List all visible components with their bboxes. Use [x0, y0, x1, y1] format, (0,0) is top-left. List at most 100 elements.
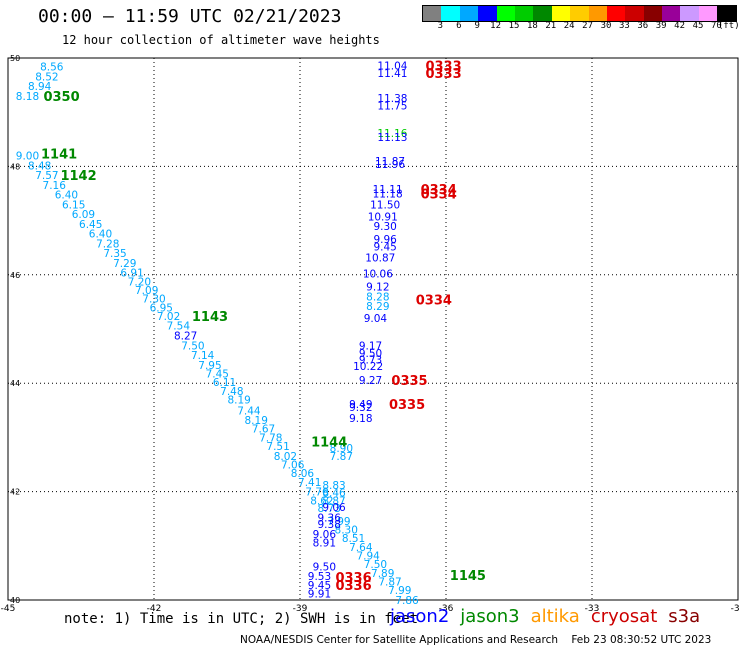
wave-height-label: 9.45 — [373, 242, 396, 254]
wave-height-label: 9.06 — [313, 529, 337, 541]
wave-height-label: 8.90 — [330, 443, 353, 455]
wave-height-label: 8.30 — [335, 525, 358, 537]
wave-height-label: 8.28 — [366, 291, 389, 303]
wave-height-label: 9.17 — [359, 340, 382, 352]
wave-height-label: 11.38 — [377, 93, 407, 105]
wave-height-label: 6.40 — [55, 190, 78, 202]
colorbar-label: 3 — [437, 21, 444, 31]
x-tick-label: -30 — [731, 604, 740, 614]
y-tick-label: 42 — [10, 488, 20, 497]
wave-height-label: 7.35 — [103, 248, 126, 260]
pass-time-label: 0333 — [425, 67, 461, 82]
colorbar-swatch — [514, 6, 534, 21]
colorbar-label: 45 — [692, 21, 704, 31]
wave-height-label: 8.52 — [35, 71, 58, 83]
x-tick-label: -39 — [293, 604, 308, 614]
legend-item-jason2: jason2 — [390, 606, 450, 627]
pass-time-label: 0335 — [389, 398, 425, 413]
wave-height-label: 6.09 — [72, 209, 95, 221]
x-tick-label: -45 — [1, 604, 16, 614]
y-tick-label: 44 — [10, 379, 20, 388]
wave-height-label: 11.75 — [377, 101, 407, 113]
colorbar-label: 36 — [637, 21, 649, 31]
wave-height-label: 7.44 — [237, 405, 261, 417]
colorbar — [422, 5, 737, 22]
wave-height-label: 7.06 — [281, 460, 305, 472]
colorbar-label: 27 — [582, 21, 594, 31]
colorbar-label: 15 — [508, 21, 520, 31]
wave-height-label: 7.95 — [198, 360, 221, 372]
wave-height-label: 10.06 — [363, 269, 393, 281]
colorbar-label: 18 — [526, 21, 538, 31]
wave-height-label: 8.19 — [227, 394, 250, 406]
pass-time-label: 1144 — [311, 436, 347, 451]
pass-time-label: 0336 — [335, 571, 371, 586]
legend-item-cryosat: cryosat — [590, 606, 658, 627]
wave-height-label: 7.57 — [35, 170, 58, 182]
colorbar-label: 39 — [655, 21, 667, 31]
legend-item-jason3: jason3 — [460, 606, 520, 627]
wave-height-label: 8.91 — [313, 538, 336, 550]
pass-time-label: 0333 — [425, 60, 461, 75]
colorbar-label: 70 — [710, 21, 722, 31]
pass-time-label: 0350 — [43, 90, 79, 105]
wave-height-label: 11.18 — [373, 189, 403, 201]
colorbar-label: 33 — [618, 21, 630, 31]
x-tick-label: -33 — [585, 604, 600, 614]
colorbar-swatch — [459, 6, 479, 21]
pass-time-label: 1143 — [192, 310, 228, 325]
wave-height-label: 9.04 — [364, 313, 388, 325]
wave-height-label: 8.73 — [318, 503, 341, 515]
wave-height-label: 8.29 — [366, 301, 389, 313]
colorbar-label: (ft) — [717, 21, 740, 31]
wave-height-label: 7.87 — [378, 577, 401, 589]
pass-time-label: 0334 — [421, 183, 457, 198]
wave-height-label: 6.95 — [150, 302, 173, 314]
wave-height-label: 7.99 — [327, 516, 350, 528]
colorbar-swatch — [423, 6, 442, 21]
y-tick-label: 40 — [10, 596, 20, 605]
wave-height-label: 9.38 — [318, 519, 341, 531]
wave-height-label: 7.87 — [330, 451, 353, 463]
wave-height-label: 11.87 — [375, 156, 405, 168]
wave-height-label: 8.46 — [322, 488, 346, 500]
legend-item-s3a: s3a — [668, 606, 701, 627]
colorbar-swatch — [625, 6, 644, 21]
wave-height-label: 11.11 — [373, 184, 403, 196]
colorbar-swatch — [606, 6, 626, 21]
colorbar-swatch — [533, 6, 552, 21]
y-tick-label: 46 — [10, 271, 20, 280]
wave-height-label: 7.99 — [388, 585, 411, 597]
wave-height-label: 9.12 — [366, 282, 389, 294]
wave-height-label: 7.64 — [349, 542, 373, 554]
pass-time-label: 0334 — [416, 294, 452, 309]
wave-height-label: 7.50 — [364, 559, 387, 571]
colorbar-labels: 3 6 9 12 15 18 21 24 27 30 33 36 39 42 45 70 (ft) — [422, 21, 740, 33]
colorbar-swatch — [643, 6, 663, 21]
pass-time-label: 1142 — [60, 169, 96, 184]
wave-height-label: 11.13 — [377, 132, 407, 144]
plot-frame — [7, 57, 739, 601]
wave-height-label: 8.27 — [174, 331, 197, 343]
wave-height-label: 9.30 — [373, 221, 396, 233]
y-tick-label: 50 — [10, 54, 20, 63]
wave-height-label: 7.67 — [252, 424, 275, 436]
wave-height-label: 6.45 — [79, 219, 102, 231]
wave-height-label: 7.50 — [181, 340, 204, 352]
colorbar-swatch — [496, 6, 515, 21]
footer-credit: NOAA/NESDIS Center for Satellite Applica… — [240, 634, 712, 646]
wave-height-label: 7.54 — [167, 321, 191, 333]
wave-height-label: 6.91 — [120, 268, 143, 280]
colorbar-swatch — [717, 6, 736, 21]
colorbar-label: 21 — [545, 21, 557, 31]
wave-height-label: 9.91 — [308, 588, 331, 600]
wave-height-label: 6.11 — [213, 377, 236, 389]
wave-height-label: 7.14 — [191, 350, 215, 362]
pass-time-label: 0334 — [421, 188, 457, 203]
x-tick-label: -42 — [147, 604, 162, 614]
chart-subtitle: 12 hour collection of altimeter wave hei… — [62, 33, 380, 47]
colorbar-swatch — [441, 6, 460, 21]
y-tick-label: 48 — [10, 162, 20, 171]
colorbar-label: 12 — [490, 21, 502, 31]
